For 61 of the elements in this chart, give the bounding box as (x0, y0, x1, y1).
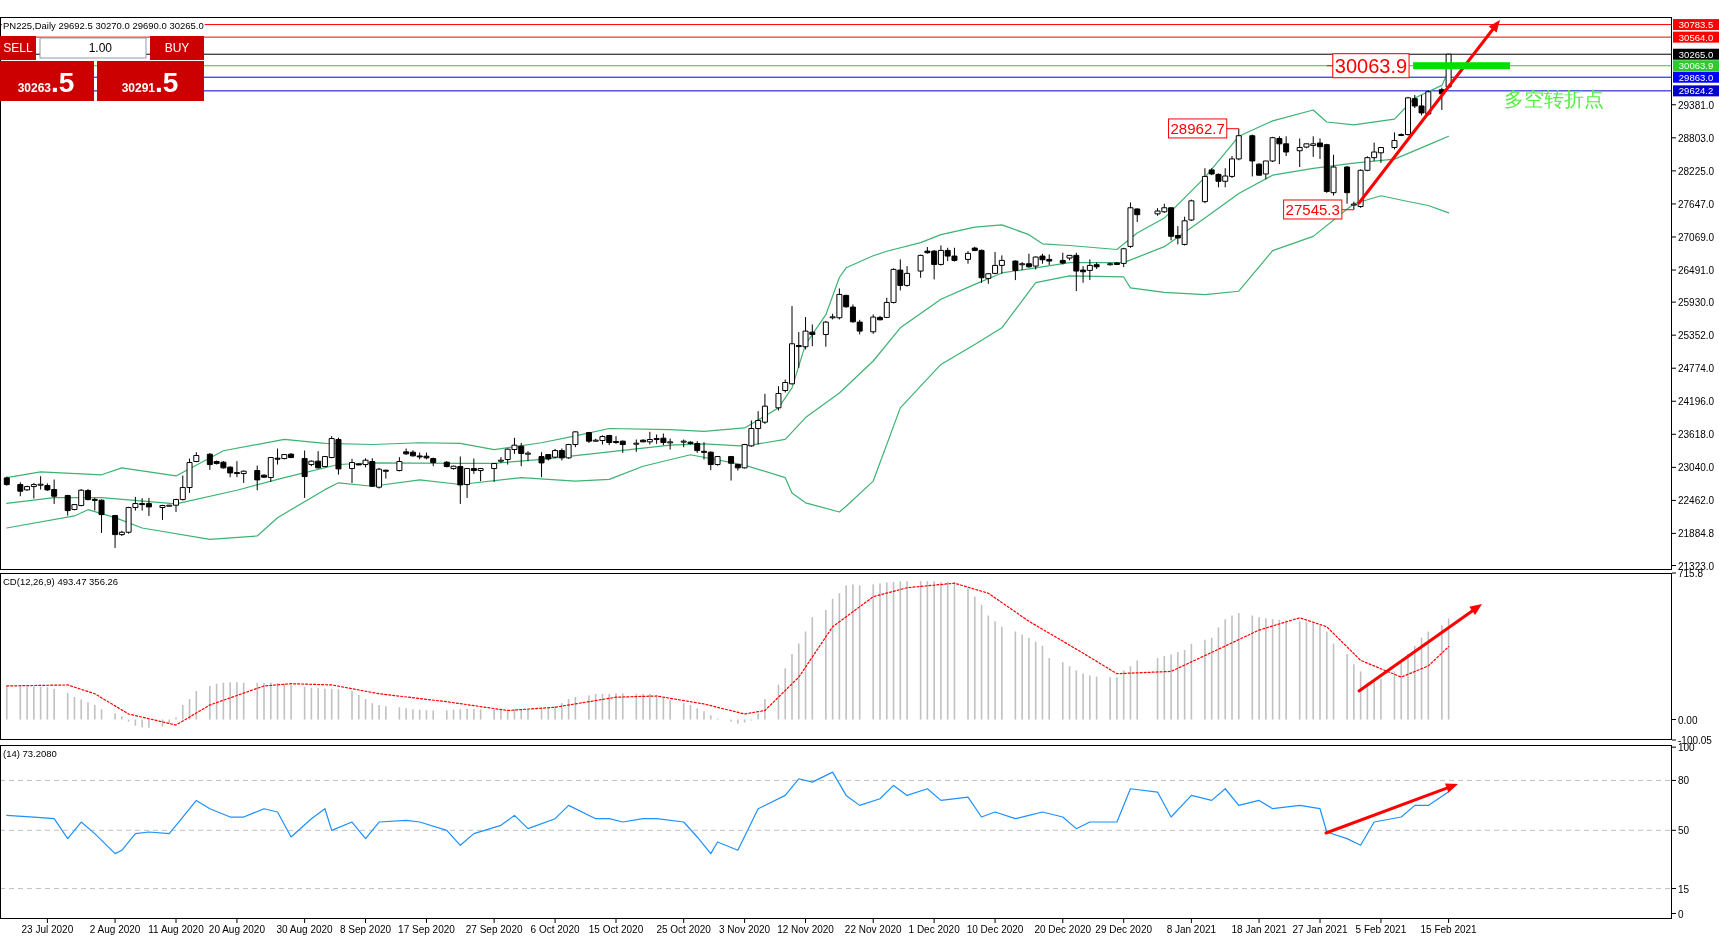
x-tick-label: 3 Nov 2020 (719, 924, 771, 935)
y-tick-label: 25352.0 (1678, 330, 1715, 342)
x-tick-label: 2 Aug 2020 (89, 924, 141, 935)
x-tick-label: 29 Dec 2020 (1095, 924, 1153, 935)
x-tick-label: 23 Jul 2020 (21, 924, 74, 935)
x-tick-label: 11 Aug 2020 (148, 924, 205, 935)
x-tick-label: 15 Oct 2020 (588, 924, 644, 935)
x-tick-label: 17 Sep 2020 (398, 924, 456, 935)
annotation: BUY (164, 41, 190, 55)
annotation: 28962.7 (1170, 119, 1225, 137)
x-tick-label: 20 Dec 2020 (1034, 924, 1092, 935)
annotation: 30263.5 (17, 67, 75, 98)
chart-title: CD(12,26,9) 493.47 356.26 (3, 576, 119, 587)
annotation: 多空转折点 (1504, 87, 1604, 111)
annotation: 1.00 (88, 41, 113, 55)
x-tick-label: 1 Dec 2020 (908, 924, 961, 935)
line-series (6, 195, 1450, 541)
y-tick-label: 15 (1678, 883, 1690, 895)
y-tick-label: 29381.0 (1678, 99, 1715, 111)
annotation: 30063.9 (1334, 54, 1408, 77)
y-tick-label: 24774.0 (1678, 363, 1715, 375)
ref-line-label: 29624.2 (1678, 85, 1714, 97)
y-tick-label: 25930.0 (1678, 297, 1715, 309)
y-tick-label: 22462.0 (1678, 495, 1715, 507)
x-tick-label: 22 Nov 2020 (844, 924, 903, 935)
y-tick-label: 0 (1678, 908, 1684, 920)
x-tick-label: 8 Jan 2021 (1166, 924, 1217, 935)
x-tick-label: 18 Jan 2021 (1231, 924, 1288, 935)
y-tick-label: 23618.0 (1678, 429, 1715, 441)
y-tick-label: 26491.0 (1678, 265, 1715, 277)
y-tick-label: 50 (1678, 825, 1690, 837)
ref-line-label: 30063.9 (1678, 60, 1714, 72)
x-tick-label: 10 Dec 2020 (966, 924, 1024, 935)
x-tick-label: 27 Jan 2021 (1292, 924, 1348, 935)
y-tick-label: 24196.0 (1678, 396, 1715, 408)
ref-line-label: 30564.0 (1678, 31, 1714, 43)
x-tick-label: 15 Feb 2021 (1420, 924, 1478, 935)
y-tick-label: 23040.0 (1678, 462, 1715, 474)
annotation: 30291.5 (121, 67, 179, 98)
x-tick-label: 20 Aug 2020 (208, 924, 266, 935)
y-tick-label: 28803.0 (1678, 132, 1715, 144)
annotation: 27545.3 (1285, 200, 1340, 218)
x-tick-label: 12 Nov 2020 (777, 924, 835, 935)
y-tick-label: 28225.0 (1678, 165, 1715, 177)
x-tick-label: 8 Sep 2020 (339, 924, 392, 935)
x-tick-label: 5 Feb 2021 (1355, 924, 1407, 935)
x-tick-label: 25 Oct 2020 (656, 924, 712, 935)
x-tick-label: 6 Oct 2020 (530, 924, 580, 935)
y-tick-label: 21884.8 (1678, 528, 1715, 540)
x-tick-label: 30 Aug 2020 (276, 924, 334, 935)
y-tick-label: 27647.0 (1678, 198, 1715, 210)
chart-title: (14) 73.2080 (3, 748, 57, 759)
y-tick-label: 0.00 (1678, 714, 1698, 726)
y-tick-label: 27069.0 (1678, 231, 1715, 243)
x-tick-label: 27 Sep 2020 (465, 924, 523, 935)
annotation: SELL (3, 41, 33, 55)
ref-line-label: 30265.0 (1678, 48, 1714, 60)
ref-line-label: 30783.5 (1678, 19, 1714, 31)
ref-line-label: 29863.0 (1678, 71, 1714, 83)
chart-title: PN225,Daily 29692.5 30270.0 29690.0 30265.0 (3, 20, 204, 31)
y-tick-label: 80 (1678, 775, 1690, 787)
